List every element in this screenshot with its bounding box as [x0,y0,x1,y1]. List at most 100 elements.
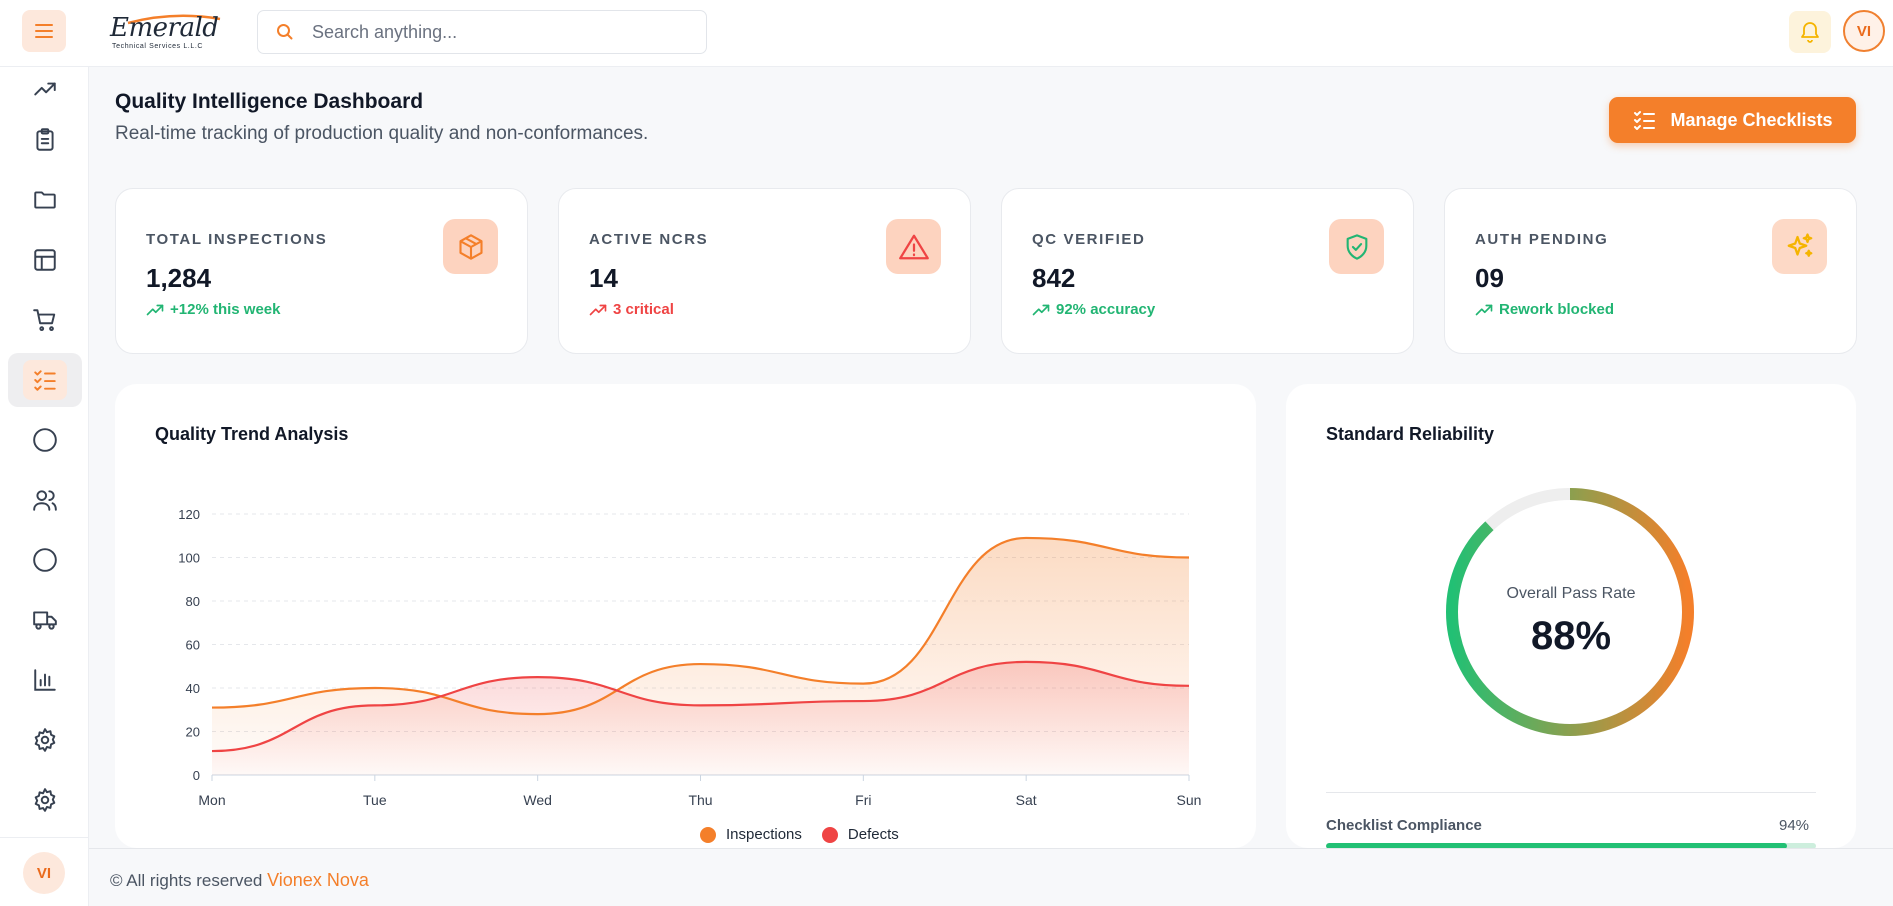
manage-checklists-label: Manage Checklists [1670,109,1833,130]
bar-chart-icon [34,669,56,691]
stat-note: 92% accuracy [1032,301,1155,318]
y-tick-label: 40 [186,681,200,696]
box-icon [458,233,483,260]
footer-brand-link[interactable]: Vionex Nova [267,870,369,890]
search-input[interactable] [312,21,692,43]
trending-up-icon [34,82,56,96]
sidebar-item-logistics[interactable] [8,593,82,647]
stat-value: 1,284 [146,263,212,293]
area-defects [212,661,1189,775]
standard-reliability-title: Standard Reliability [1326,424,1495,444]
stat-value: 842 [1032,263,1076,293]
x-tick-label: Wed [523,792,552,808]
trending-up-icon [1032,304,1050,315]
stat-card-total-inspections: TOTAL INSPECTIONS 1,284 +12% this week [115,188,528,354]
checklist-compliance-fill [1326,843,1787,848]
sidebar-item-orders[interactable] [8,293,82,347]
sidebar-divider [0,837,89,838]
stat-card-qc-verified: QC VERIFIED 842 92% accuracy [1001,188,1414,354]
stat-note: +12% this week [146,301,280,318]
stat-value: 14 [589,263,618,293]
circle-icon [33,548,57,572]
checklist-icon [1634,111,1656,130]
folder-icon [34,191,56,209]
footer: © All rights reserved Vionex Nova [89,848,1893,906]
gear-icon [34,728,56,752]
truck-icon [33,611,57,630]
footer-copyright: © All rights reserved Vionex Nova [110,870,369,890]
layout-icon [34,249,56,271]
stat-label: QC VERIFIED [1032,231,1146,248]
sidebar-item-settings[interactable] [8,713,82,767]
alert-triangle-icon [898,234,929,259]
user-avatar[interactable]: VI [1843,10,1885,52]
chart-legend: Inspections Defects [700,826,909,843]
checklist-compliance-value: 94% [1779,817,1810,834]
sidebar-item-layouts[interactable] [8,233,82,287]
x-tick-label: Tue [363,792,387,808]
y-tick-label: 120 [178,507,200,522]
sidebar-user-avatar[interactable]: VI [23,852,65,894]
page-title: Quality Intelligence Dashboard [115,90,424,113]
sidebar-item-inspections[interactable] [8,113,82,167]
legend-item-inspections[interactable]: Inspections [700,826,802,843]
sidebar-item-documents[interactable] [8,173,82,227]
checklist-icon [34,370,56,391]
sidebar: VI [0,67,89,906]
sidebar-item-reports[interactable] [8,653,82,707]
checklist-compliance-bar [1326,843,1816,848]
line-inspections [211,536,1190,716]
reliability-divider [1326,792,1816,793]
search-bar[interactable] [257,10,707,54]
gear-icon [34,788,56,812]
sidebar-item-quality[interactable] [8,353,82,407]
gauge-value: 88% [1530,614,1612,658]
legend-swatch [700,826,716,843]
manage-checklists-button[interactable]: Manage Checklists [1609,97,1856,143]
top-bar: Emerald Technical Services L.L.C VI [0,0,1893,67]
sidebar-item-module-1[interactable] [8,413,82,467]
legend-item-defects[interactable]: Defects [821,826,899,843]
sidebar-item-system-settings[interactable] [8,773,82,827]
stat-label: TOTAL INSPECTIONS [146,231,328,248]
pass-rate-gauge [1446,488,1694,736]
bell-icon [1801,22,1819,43]
search-icon [258,23,312,41]
checklist-compliance-label: Checklist Compliance [1326,817,1482,834]
x-tick-label: Thu [688,792,712,808]
stat-badge [886,219,941,274]
stat-badge [1329,219,1384,274]
x-tick-label: Sat [1016,792,1037,808]
sidebar-item-users[interactable] [8,473,82,527]
stat-card-auth-pending: AUTH PENDING 09 Rework blocked [1444,188,1857,354]
cart-icon [33,309,56,332]
stat-badge [443,219,498,274]
y-tick-label: 0 [193,768,200,783]
shield-check-icon [1346,233,1367,260]
circle-icon [33,428,57,452]
logo-word: Emerald [110,13,219,43]
y-tick-label: 80 [186,594,200,609]
logo[interactable]: Emerald Technical Services L.L.C [110,13,225,53]
menu-button[interactable] [22,10,66,52]
x-tick-label: Sun [1177,792,1202,808]
quality-trend-title: Quality Trend Analysis [155,424,349,444]
line-defects [211,660,1190,753]
hamburger-icon [35,24,53,38]
trending-up-icon [1475,304,1493,315]
logo-swoosh-icon [127,14,221,25]
stat-badge [1772,219,1827,274]
page-subtitle: Real-time tracking of production quality… [115,123,649,144]
trending-up-icon [589,304,607,315]
sidebar-item-module-2[interactable] [8,533,82,587]
sidebar-item-trends[interactable] [8,62,82,116]
stat-label: ACTIVE NCRS [589,231,709,248]
clipboard-icon [36,128,54,151]
standard-reliability-panel: Standard Reliability Overall Pass Rate 8… [1286,384,1856,848]
stat-note: Rework blocked [1475,301,1614,318]
y-tick-label: 60 [186,638,200,653]
notifications-button[interactable] [1789,11,1831,53]
legend-swatch [821,826,838,843]
y-tick-label: 20 [186,725,200,740]
gauge-progress-arc [1446,488,1694,736]
